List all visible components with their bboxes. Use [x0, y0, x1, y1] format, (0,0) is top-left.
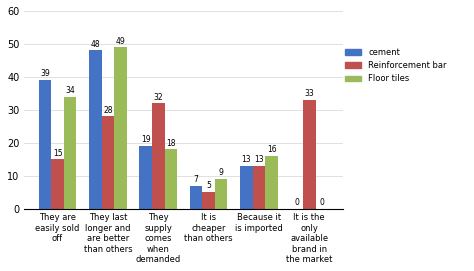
- Bar: [101, 116, 114, 209]
- Text: 28: 28: [103, 106, 113, 115]
- Text: 19: 19: [141, 135, 150, 144]
- Text: 5: 5: [206, 182, 211, 191]
- Bar: [64, 96, 76, 209]
- Bar: [139, 146, 152, 209]
- Bar: [152, 103, 164, 209]
- Bar: [202, 192, 215, 209]
- Bar: [39, 80, 51, 209]
- Text: 13: 13: [254, 155, 264, 164]
- Bar: [190, 186, 202, 209]
- Text: 39: 39: [40, 69, 50, 79]
- Text: 34: 34: [65, 86, 75, 95]
- Text: 0: 0: [294, 198, 299, 207]
- Text: 7: 7: [193, 175, 199, 184]
- Bar: [253, 166, 265, 209]
- Text: 48: 48: [91, 40, 100, 49]
- Text: 16: 16: [267, 145, 276, 154]
- Bar: [240, 166, 253, 209]
- Text: 0: 0: [319, 198, 324, 207]
- Text: 18: 18: [166, 139, 175, 148]
- Text: 13: 13: [242, 155, 251, 164]
- Legend: cement, Reinforcement bar, Floor tiles: cement, Reinforcement bar, Floor tiles: [341, 45, 450, 87]
- Bar: [303, 100, 316, 209]
- Text: 33: 33: [304, 89, 314, 98]
- Text: 15: 15: [53, 149, 63, 157]
- Text: 49: 49: [116, 37, 125, 46]
- Bar: [164, 149, 177, 209]
- Text: 32: 32: [154, 92, 163, 102]
- Bar: [89, 50, 101, 209]
- Bar: [114, 47, 127, 209]
- Text: 9: 9: [219, 168, 224, 177]
- Bar: [265, 156, 278, 209]
- Bar: [51, 159, 64, 209]
- Bar: [215, 179, 228, 209]
